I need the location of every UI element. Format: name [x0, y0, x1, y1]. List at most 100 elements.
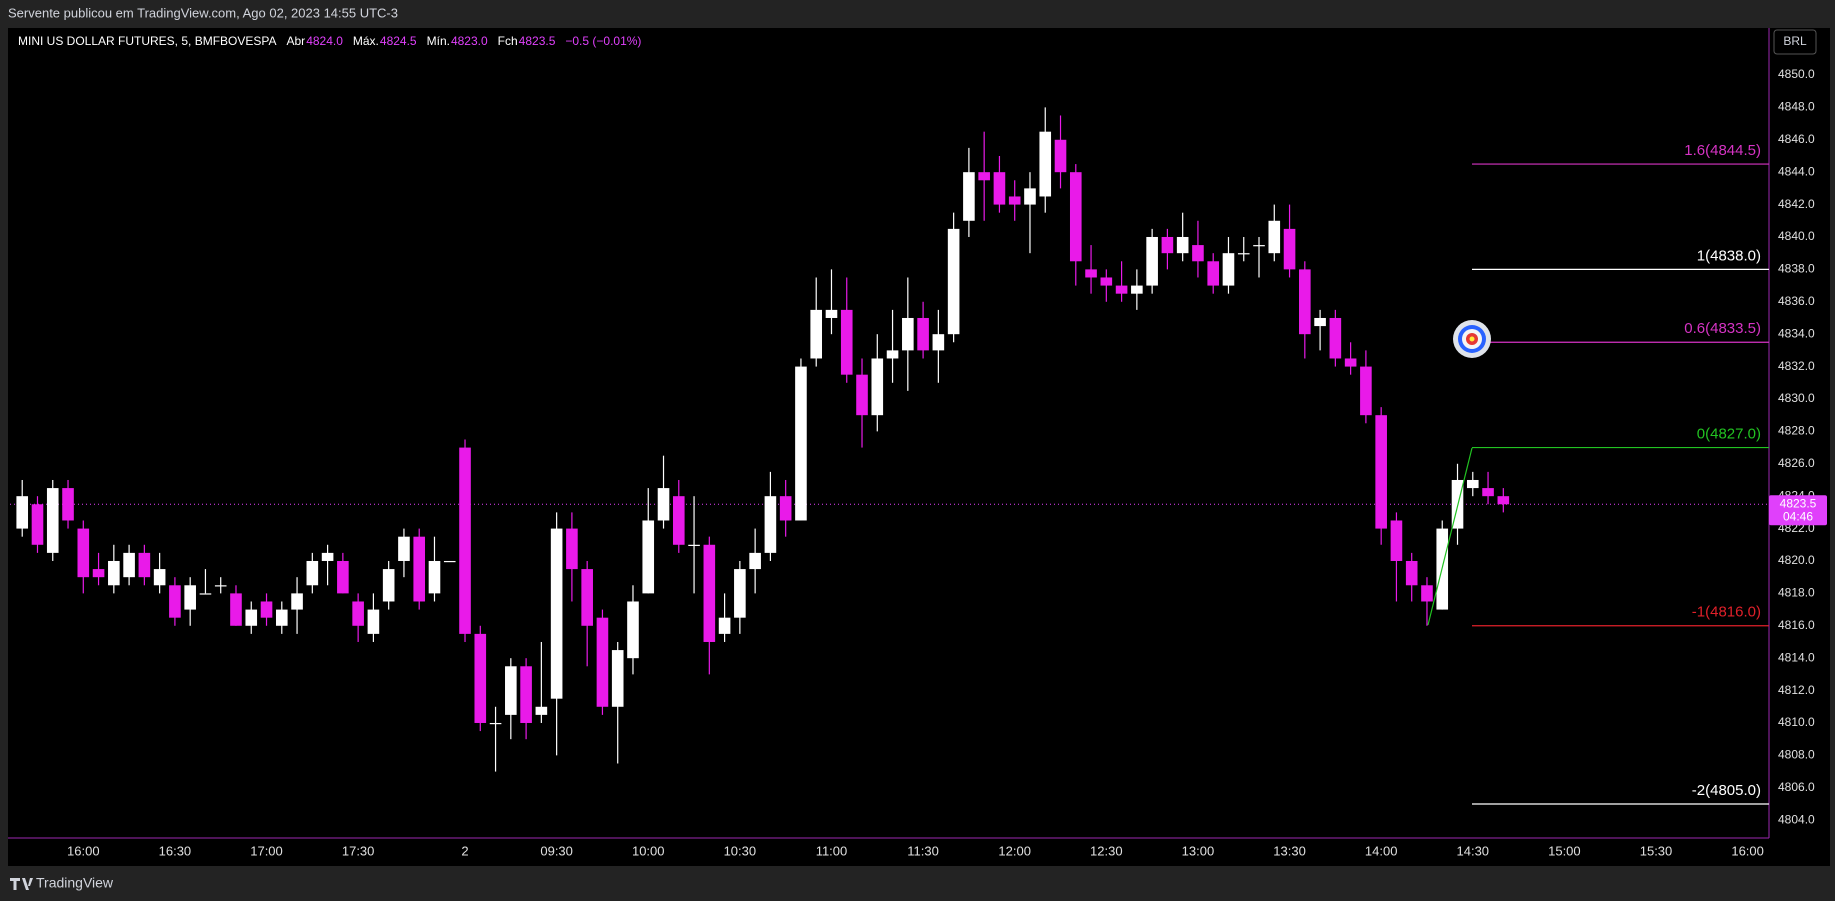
candle-body [505, 666, 517, 715]
target-icon [1453, 320, 1491, 358]
x-tick-label: 10:30 [724, 843, 757, 858]
candle-body [993, 172, 1006, 205]
candle-body [1299, 269, 1311, 335]
x-tick-label: 11:00 [816, 843, 848, 858]
candle-body [321, 552, 334, 561]
candle-body [1482, 488, 1494, 497]
candle-body [596, 617, 609, 707]
candle-body [230, 593, 242, 626]
currency-button[interactable] [1773, 29, 1817, 55]
currency-label[interactable]: BRL [1783, 34, 1807, 48]
change-label: −0.5 (−0.01%) [565, 34, 641, 48]
y-tick-label: 4806.0 [1778, 780, 1815, 794]
symbol-label: MINI US DOLLAR FUTURES, 5, BMFBOVESPA [18, 34, 277, 48]
candle-body [459, 447, 471, 634]
brand-logo [10, 878, 33, 890]
candle-body [184, 585, 196, 610]
ohlc-value: 4824.0 [306, 34, 343, 48]
candle-body [795, 366, 807, 521]
fib-level-label: -1(4816.0) [1692, 604, 1761, 621]
fib-level-label: -2(4805.0) [1692, 782, 1761, 799]
x-tick-label: 12:30 [1090, 843, 1123, 858]
candle-body [566, 528, 578, 570]
candle-body [398, 536, 410, 561]
candle-body [489, 722, 502, 725]
candle-body [1390, 520, 1403, 561]
candle-body [1375, 415, 1387, 529]
candle-body [138, 552, 151, 578]
target-center [1469, 336, 1475, 342]
ohlc-name: Fch [498, 34, 518, 48]
y-tick-label: 4844.0 [1778, 164, 1815, 178]
candle-body [1131, 285, 1143, 294]
candle-body [856, 374, 868, 416]
candle-body [367, 609, 380, 634]
candle-body [1360, 366, 1372, 416]
y-tick-label: 4838.0 [1778, 262, 1815, 276]
price-label: 4823.5 [1780, 496, 1817, 510]
candle-body [153, 569, 166, 586]
candle-body [1405, 560, 1418, 586]
y-tick-label: 4810.0 [1778, 715, 1815, 729]
ohlc-value: 4823.5 [519, 34, 556, 48]
x-tick-label: 17:00 [250, 843, 283, 858]
publisher-note: Servente publicou em TradingView.com, Ag… [8, 5, 398, 20]
x-tick-label: 12:00 [998, 843, 1031, 858]
candle-body [520, 666, 532, 723]
y-tick-label: 4818.0 [1778, 586, 1815, 600]
candle-body [1283, 228, 1296, 270]
candle-body [1497, 496, 1510, 505]
y-tick-label: 4826.0 [1778, 456, 1815, 470]
y-tick-label: 4828.0 [1778, 424, 1815, 438]
candle-body [214, 585, 227, 587]
candle-body [199, 593, 212, 595]
candle-body [749, 552, 761, 570]
candle-body [46, 488, 59, 553]
candle-body [31, 504, 44, 545]
candle-body [1466, 479, 1479, 489]
y-tick-label: 4830.0 [1778, 391, 1815, 405]
candle-body [1176, 236, 1189, 254]
candle-body [169, 585, 181, 618]
candle-body [1237, 253, 1250, 255]
candle-body [703, 544, 716, 642]
candle-body [581, 569, 593, 626]
x-tick-label: 11:30 [907, 843, 939, 858]
candle-body [123, 552, 135, 578]
candle-body [77, 528, 90, 578]
candle-body [1207, 261, 1220, 286]
candle-body [963, 172, 975, 221]
legend: MINI US DOLLAR FUTURES, 5, BMFBOVESPA Abr… [18, 34, 641, 48]
countdown-label: 04:46 [1783, 509, 1813, 523]
candle-body [1222, 253, 1235, 286]
ohlc-value: 4823.0 [451, 34, 488, 48]
candle-body [428, 560, 441, 594]
candle-body [1039, 131, 1052, 197]
candle-body [62, 488, 74, 521]
candle-body [1192, 245, 1204, 262]
y-tick-label: 4832.0 [1778, 359, 1815, 373]
x-tick-label: 16:00 [67, 843, 100, 858]
candle-body [1024, 188, 1036, 205]
fib-level-label: 1(4838.0) [1697, 247, 1761, 264]
ohlc-value: 4824.5 [380, 34, 417, 48]
candle-body [1146, 236, 1158, 286]
candle-body [1268, 220, 1281, 254]
x-tick-label: 14:00 [1365, 843, 1398, 858]
fib-level-label: 1.6(4844.5) [1684, 142, 1761, 159]
candle-body [917, 317, 929, 351]
candle-body [535, 706, 548, 715]
candle-body [1054, 139, 1067, 173]
candle-body [474, 633, 487, 723]
candle-body [1329, 317, 1342, 359]
y-tick-label: 4820.0 [1778, 553, 1815, 567]
candle-body [1100, 277, 1113, 286]
candle-body [1085, 269, 1097, 278]
candle-body [413, 536, 426, 602]
candle-body [734, 569, 746, 618]
fib-level-label: 0.6(4833.5) [1684, 320, 1761, 337]
candle-body [550, 528, 563, 699]
candle-body [840, 309, 853, 375]
candle-body [611, 650, 624, 707]
